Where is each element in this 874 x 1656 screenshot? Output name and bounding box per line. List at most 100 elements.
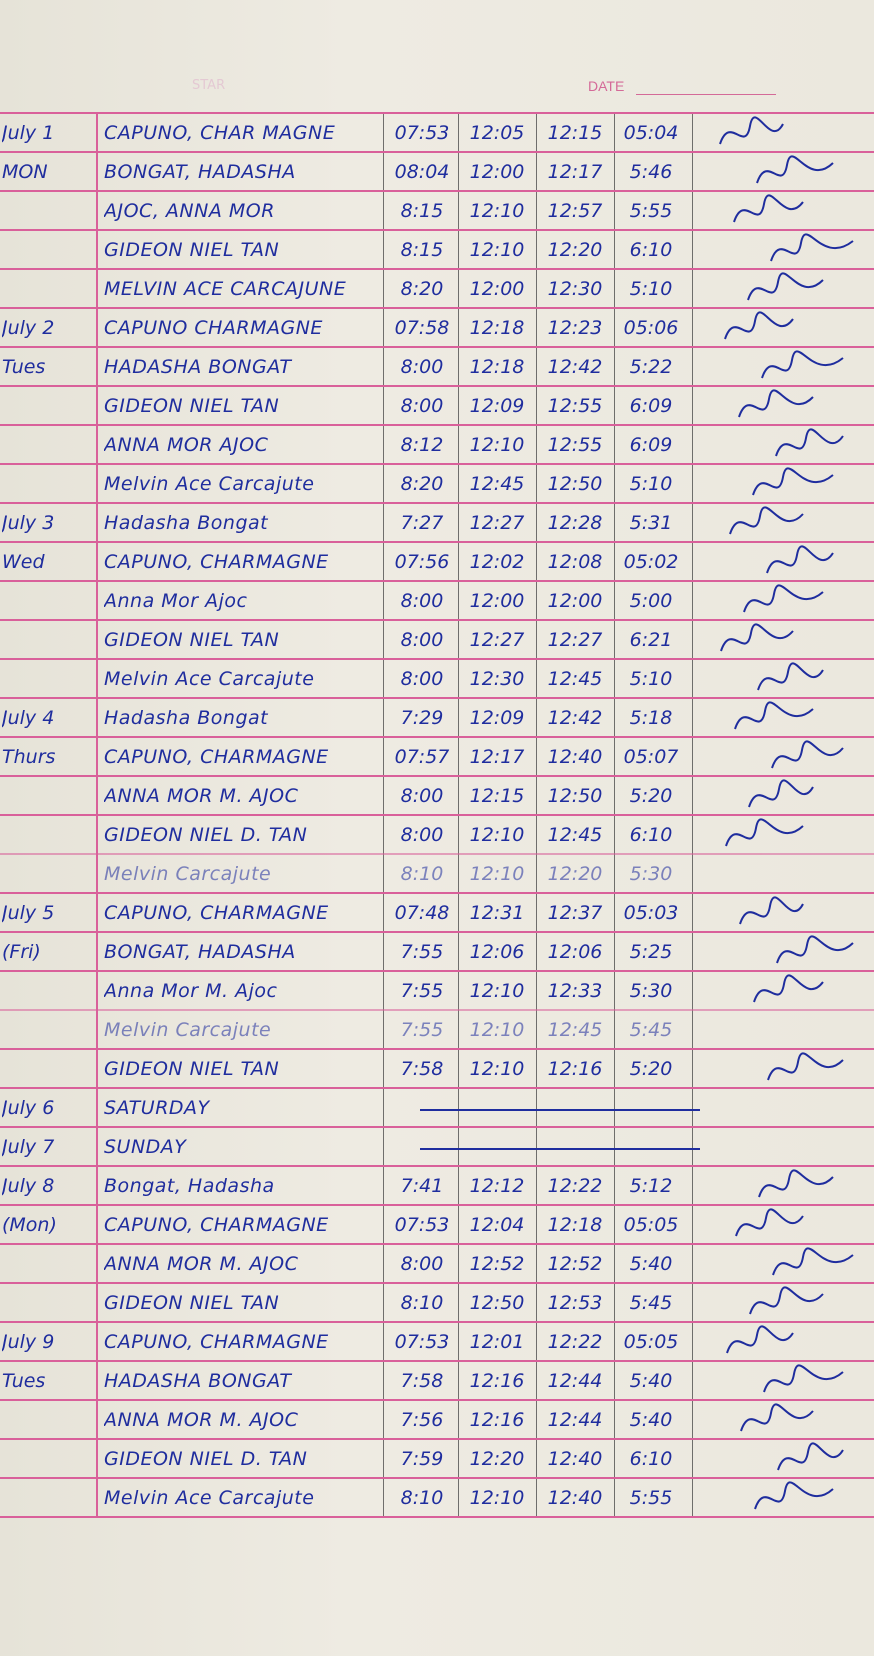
time-in-am: 8:12 xyxy=(400,434,444,456)
time-in-am: 07:48 xyxy=(394,902,450,924)
time-out-pm: 5:00 xyxy=(629,590,673,612)
time-out-pm: 5:10 xyxy=(629,278,673,300)
time-in-am: 07:53 xyxy=(394,1214,450,1236)
time-out-am: 12:10 xyxy=(469,863,525,885)
log-row: July 4 Hadasha Bongat 7:29 12:09 12:42 5:18 xyxy=(0,697,874,736)
date-cell: July 2 xyxy=(2,317,55,339)
bottom-rule xyxy=(0,1516,874,1518)
date-cell: July 4 xyxy=(2,707,55,729)
time-in-am: 8:00 xyxy=(400,356,444,378)
time-out-pm: 6:10 xyxy=(629,824,673,846)
log-row: July 1 CAPUNO, CHAR MAGNE 07:53 12:05 12:15 0… xyxy=(0,112,874,151)
time-out-am: 12:10 xyxy=(469,1487,525,1509)
date-cell: (Fri) xyxy=(2,941,41,963)
log-row: GIDEON NIEL TAN 8:00 12:09 12:55 6:09 xyxy=(0,385,874,424)
signature xyxy=(700,1167,870,1206)
time-out-am: 12:15 xyxy=(469,785,525,807)
employee-name: CAPUNO, CHARMAGNE xyxy=(104,1214,329,1236)
date-cell: Tues xyxy=(2,356,46,378)
time-out-am: 12:27 xyxy=(469,512,525,534)
date-cell: July 7 xyxy=(2,1136,55,1158)
time-out-am: 12:10 xyxy=(469,824,525,846)
date-cell xyxy=(2,192,94,231)
time-out-pm: 5:46 xyxy=(629,161,673,183)
time-out-pm: 5:12 xyxy=(629,1175,673,1197)
time-in-pm: 12:50 xyxy=(547,473,603,495)
date-cell: July 3 xyxy=(2,512,55,534)
time-in-pm: 12:06 xyxy=(547,941,603,963)
time-in-am: 08:04 xyxy=(394,161,450,183)
employee-name: GIDEON NIEL TAN xyxy=(104,1292,280,1314)
time-in-pm: 12:40 xyxy=(547,1487,603,1509)
employee-name: Melvin Ace Carcajute xyxy=(104,473,315,495)
employee-name: Anna Mor Ajoc xyxy=(104,590,248,612)
time-in-am: 07:58 xyxy=(394,317,450,339)
time-out-am: 12:16 xyxy=(469,1370,525,1392)
faded-header-label: STAR xyxy=(192,78,226,93)
time-out-pm: 05:06 xyxy=(623,317,679,339)
employee-name: Melvin Ace Carcajute xyxy=(104,668,315,690)
employee-name: ANNA MOR AJOC xyxy=(104,434,269,456)
no-entry-line xyxy=(420,1148,700,1150)
date-cell xyxy=(2,1479,94,1518)
time-out-pm: 05:02 xyxy=(623,551,679,573)
signature xyxy=(700,543,870,582)
time-out-am: 12:09 xyxy=(469,707,525,729)
signature xyxy=(700,1284,870,1323)
time-in-am: 8:00 xyxy=(400,395,444,417)
date-cell xyxy=(2,465,94,504)
log-row: GIDEON NIEL D. TAN 7:59 12:20 12:40 6:10 xyxy=(0,1438,874,1477)
date-cell: July 6 xyxy=(2,1097,55,1119)
time-out-am: 12:10 xyxy=(469,239,525,261)
time-out-am: 12:31 xyxy=(469,902,525,924)
time-in-am: 8:00 xyxy=(400,1253,444,1275)
time-in-pm: 12:44 xyxy=(547,1370,603,1392)
time-out-am: 12:18 xyxy=(469,317,525,339)
log-row: Melvin Ace Carcajute 8:20 12:45 12:50 5:10 xyxy=(0,463,874,502)
time-out-pm: 5:40 xyxy=(629,1370,673,1392)
signature xyxy=(700,348,870,387)
time-out-pm: 5:18 xyxy=(629,707,673,729)
time-out-am: 12:00 xyxy=(469,590,525,612)
time-out-am: 12:00 xyxy=(469,278,525,300)
date-cell: Tues xyxy=(2,1370,46,1392)
signature xyxy=(700,465,870,504)
date-cell: Wed xyxy=(2,551,45,573)
log-row: July 8 Bongat, Hadasha 7:41 12:12 12:22 5:12 xyxy=(0,1165,874,1204)
signature xyxy=(700,1479,870,1518)
employee-name: GIDEON NIEL TAN xyxy=(104,1058,280,1080)
signature xyxy=(700,621,870,660)
time-in-pm: 12:52 xyxy=(547,1253,603,1275)
time-in-am: 8:20 xyxy=(400,278,444,300)
time-in-am: 7:58 xyxy=(400,1058,444,1080)
time-in-am: 7:41 xyxy=(400,1175,444,1197)
time-out-am: 12:00 xyxy=(469,161,525,183)
date-cell xyxy=(2,1011,94,1050)
time-in-am: 7:55 xyxy=(400,941,444,963)
time-out-am: 12:12 xyxy=(469,1175,525,1197)
log-row: July 3 Hadasha Bongat 7:27 12:27 12:28 5:31 xyxy=(0,502,874,541)
time-in-am: 07:53 xyxy=(394,1331,450,1353)
log-row: Anna Mor M. Ajoc 7:55 12:10 12:33 5:30 xyxy=(0,970,874,1009)
time-in-pm: 12:50 xyxy=(547,785,603,807)
employee-name: GIDEON NIEL D. TAN xyxy=(104,1448,308,1470)
time-in-pm: 12:23 xyxy=(547,317,603,339)
date-field-line xyxy=(636,94,776,95)
time-in-am: 8:15 xyxy=(400,200,444,222)
time-in-pm: 12:08 xyxy=(547,551,603,573)
signature xyxy=(700,153,870,192)
log-row: Tues HADASHA BONGAT 8:00 12:18 12:42 5:22 xyxy=(0,346,874,385)
date-cell: July 9 xyxy=(2,1331,55,1353)
log-row: Melvin Carcajute 7:55 12:10 12:45 5:45 xyxy=(0,1009,874,1048)
employee-name: CAPUNO, CHARMAGNE xyxy=(104,746,329,768)
time-in-pm: 12:30 xyxy=(547,278,603,300)
time-in-am: 7:29 xyxy=(400,707,444,729)
employee-name: GIDEON NIEL TAN xyxy=(104,239,280,261)
employee-name: Anna Mor M. Ajoc xyxy=(104,980,278,1002)
time-in-am: 8:10 xyxy=(400,1292,444,1314)
log-row: AJOC, ANNA MOR 8:15 12:10 12:57 5:55 xyxy=(0,190,874,229)
log-row: Melvin Ace Carcajute 8:10 12:10 12:40 5:55 xyxy=(0,1477,874,1516)
log-row: Anna Mor Ajoc 8:00 12:00 12:00 5:00 xyxy=(0,580,874,619)
log-row: (Mon) CAPUNO, CHARMAGNE 07:53 12:04 12:18 05:… xyxy=(0,1204,874,1243)
